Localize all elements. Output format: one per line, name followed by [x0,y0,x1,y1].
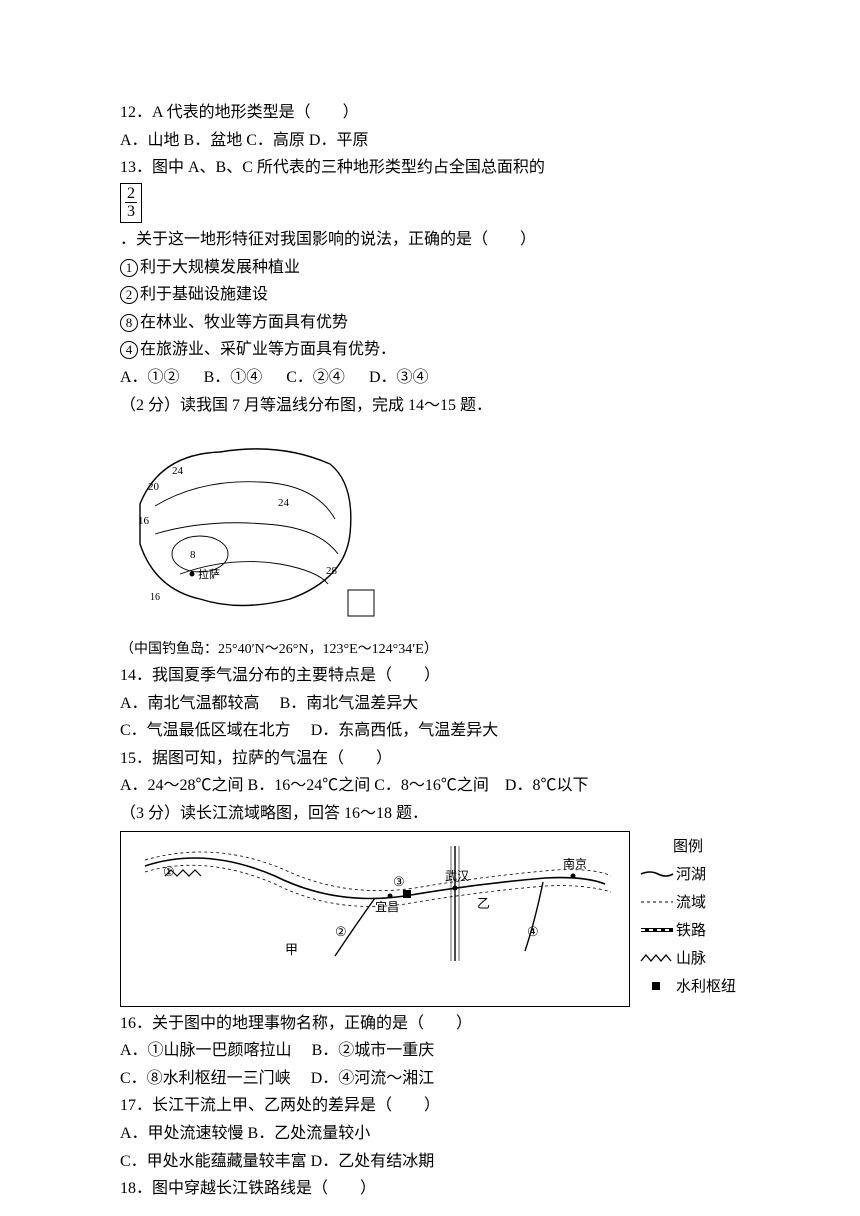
basin-icon [640,891,676,915]
q16-opt-d: D．④河流～湘江 [311,1070,435,1087]
q14-opt-d: D．东高西低，气温差异大 [311,722,499,739]
svg-text:②: ② [335,924,347,939]
svg-text:③: ③ [393,874,405,889]
svg-text:乙: 乙 [477,896,490,911]
svg-text:24: 24 [172,465,184,477]
map-legend: 图例 河湖 流域 铁路 山脉 水利枢纽 [630,831,740,1007]
svg-text:④: ④ [527,924,539,939]
q13-options: A．①② B．①④ C．②④ D．③④ [120,365,740,391]
svg-text:16: 16 [138,515,150,527]
legend-mountain-label: 山脉 [676,947,706,971]
svg-text:20: 20 [148,481,160,493]
q13-opt-a: A．①② [120,369,180,386]
q15-options: A．24～28℃之间 B．16～24℃之间 C．8～16℃之间 D．8℃以下 [120,773,740,799]
q16-opt-b: B．②城市一重庆 [312,1042,435,1059]
q13-fraction-line: 2 3 [120,183,740,225]
svg-text:16: 16 [150,592,160,603]
q16-opt-c: C．⑧水利枢纽一三门峡 [120,1070,291,1087]
legend-title: 图例 [640,835,736,859]
river-icon [640,863,676,887]
q13-statement-4: 4在旅游业、采矿业等方面具有优势． [120,337,740,363]
yangtze-map: ① ② 甲 宜昌 ③ 武汉 乙 ④ 南京 [120,831,630,1007]
q17-options-row2: C．甲处水能蕴藏量较丰富 D．乙处有结冰期 [120,1149,740,1175]
q13-opt-b: B．①④ [204,369,263,386]
q13-stem-suffix: ．关于这一地形特征对我国影响的说法，正确的是（ ） [120,227,740,253]
yangtze-map-container: ① ② 甲 宜昌 ③ 武汉 乙 ④ 南京 图例 河湖 流域 铁路 山脉 水利枢纽 [120,831,740,1007]
q13-statement-3: 8在林业、牧业等方面具有优势 [120,310,740,336]
legend-rail: 铁路 [640,919,736,943]
q13-opt-d: D．③④ [369,369,429,386]
q14-opt-c: C．气温最低区域在北方 [120,722,291,739]
map-caption: （中国钓鱼岛：25°40′N～26°N，123°E～124°34′E） [120,639,740,661]
q17-stem: 17．长江干流上甲、乙两处的差异是（ ） [120,1093,740,1119]
q13-s2-text: 利于基础设施建设 [140,286,268,303]
circled-eight-icon: 8 [120,314,138,332]
q13-s3-text: 在林业、牧业等方面具有优势 [140,314,348,331]
yangtze-map-svg: ① ② 甲 宜昌 ③ 武汉 乙 ④ 南京 [125,836,625,966]
svg-text:甲: 甲 [285,942,298,957]
svg-text:24: 24 [278,497,290,509]
q16-opt-a: A．①山脉一巴颜喀拉山 [120,1042,292,1059]
fraction-numerator: 2 [125,185,137,204]
map-svg-icon: 20 24 16 8 24 28 拉萨 16 [120,424,380,624]
svg-text:拉萨: 拉萨 [198,567,220,581]
svg-text:28: 28 [326,565,338,577]
svg-text:8: 8 [190,549,196,561]
legend-basin: 流域 [640,891,736,915]
q14-options-row2: C．气温最低区域在北方 D．东高西低，气温差异大 [120,718,740,744]
legend-mountain: 山脉 [640,947,736,971]
china-isotherm-map: 20 24 16 8 24 28 拉萨 16 [120,424,740,633]
legend-river-label: 河湖 [676,863,706,887]
fraction-denominator: 3 [125,203,137,221]
legend-basin-label: 流域 [676,891,706,915]
q13-s1-text: 利于大规模发展种植业 [140,259,300,276]
q16-stem: 16．关于图中的地理事物名称，正确的是（ ） [120,1011,740,1037]
q14-options-row1: A．南北气温都较高 B．南北气温差异大 [120,691,740,717]
dam-icon [640,975,676,999]
q13-s4-text: 在旅游业、采矿业等方面具有优势． [140,341,396,358]
section-16-18-intro: （3 分）读长江流域略图，回答 16～18 题． [120,801,740,827]
q15-stem: 15．据图可知，拉萨的气温在（ ） [120,746,740,772]
q17-options-row1: A．甲处流速较慢 B．乙处流量较小 [120,1121,740,1147]
circled-two-icon: 2 [120,286,138,304]
section-14-15-intro: （2 分）读我国 7 月等温线分布图，完成 14～15 题． [120,393,740,419]
q13-statement-1: 1利于大规模发展种植业 [120,255,740,281]
q13-opt-c: C．②④ [286,369,345,386]
legend-dam: 水利枢纽 [640,975,736,999]
legend-dam-label: 水利枢纽 [676,975,736,999]
q18-stem: 18．图中穿越长江铁路线是（ ） [120,1176,740,1202]
q14-opt-a: A．南北气温都较高 [120,695,260,712]
rail-icon [640,919,676,943]
q12-options: A．山地 B．盆地 C．高原 D．平原 [120,128,740,154]
svg-text:南京: 南京 [563,856,587,871]
q14-stem: 14．我国夏季气温分布的主要特点是（ ） [120,663,740,689]
q12-stem: 12．A 代表的地形类型是（ ） [120,100,740,126]
circled-one-icon: 1 [120,259,138,277]
q13-statement-2: 2利于基础设施建设 [120,282,740,308]
q16-options-row2: C．⑧水利枢纽一三门峡 D．④河流～湘江 [120,1066,740,1092]
q14-opt-b: B．南北气温差异大 [280,695,419,712]
fraction-icon: 2 3 [120,183,142,223]
legend-river: 河湖 [640,863,736,887]
mountain-icon [640,947,676,971]
circled-four-icon: 4 [120,341,138,359]
legend-rail-label: 铁路 [676,919,706,943]
q13-stem-prefix: 13．图中 A、B、C 所代表的三种地形类型约占全国总面积的 [120,155,740,181]
q16-options-row1: A．①山脉一巴颜喀拉山 B．②城市一重庆 [120,1038,740,1064]
svg-text:武汉: 武汉 [445,869,469,883]
svg-text:宜昌: 宜昌 [375,899,399,914]
